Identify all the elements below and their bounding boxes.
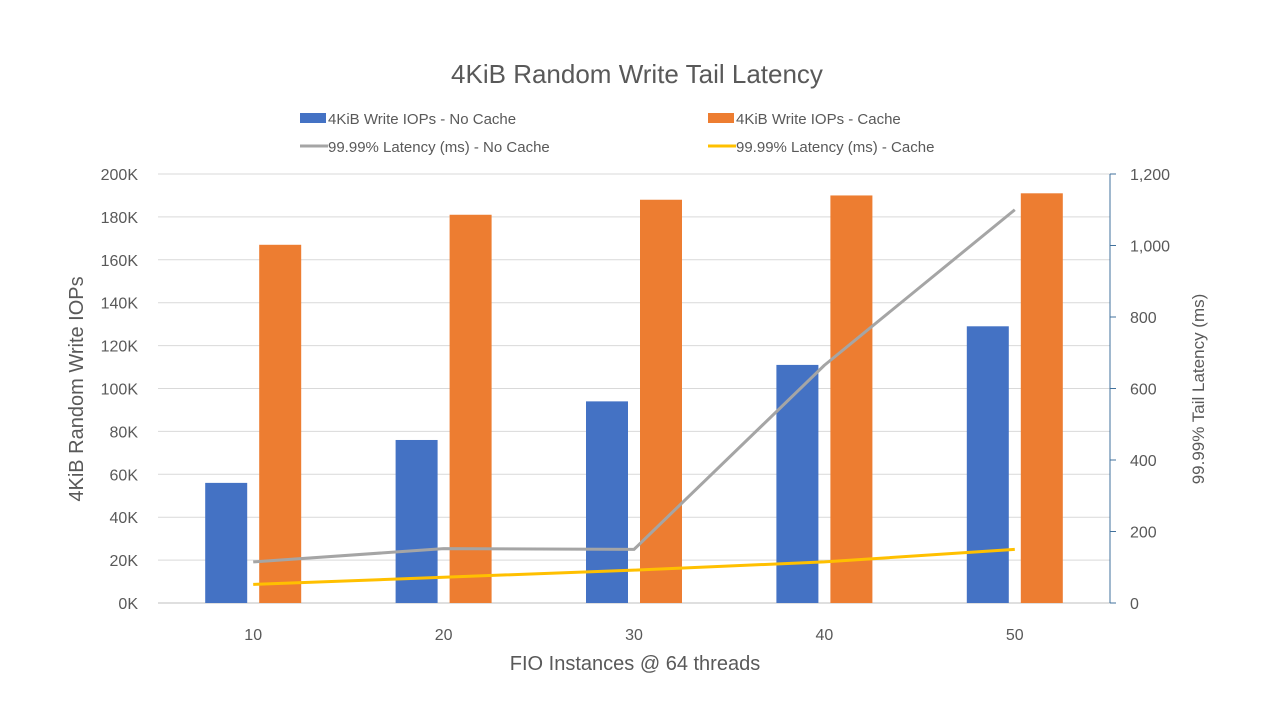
y2-axis-ticks: 0 200 400 600 800 1,000 1,200	[1109, 167, 1170, 613]
legend-label: 99.99% Latency (ms) - No Cache	[328, 139, 550, 156]
latency-line-cache	[253, 547, 1015, 586]
y-tick-label: 40K	[110, 510, 139, 527]
legend-label: 99.99% Latency (ms) - Cache	[736, 139, 934, 156]
y-tick-label: 60K	[110, 467, 139, 484]
y-tick-label: 180K	[101, 210, 139, 227]
x-axis-title: FIO Instances @ 64 threads	[510, 653, 760, 675]
y-tick-label: 160K	[101, 253, 139, 270]
bar-cache	[830, 195, 873, 603]
legend-label: 4KiB Write IOPs - No Cache	[328, 111, 516, 128]
y2-tick-label: 600	[1130, 382, 1157, 399]
legend-swatch	[708, 113, 734, 123]
y2-tick-label: 0	[1130, 596, 1139, 613]
x-tick-label: 50	[1006, 627, 1024, 644]
latency-line-no-cache	[253, 208, 1016, 564]
y-tick-label: 120K	[101, 339, 139, 356]
x-tick-label: 30	[625, 627, 643, 644]
y2-tick-label: 1,200	[1130, 167, 1170, 184]
bar-no-cache	[776, 364, 819, 603]
y-tick-label: 20K	[110, 553, 139, 570]
bar-no-cache	[395, 439, 438, 603]
y-tick-label: 80K	[110, 424, 139, 441]
bars	[205, 193, 1063, 604]
y2-tick-label: 800	[1130, 310, 1157, 327]
legend-swatch	[300, 113, 326, 123]
bar-no-cache	[205, 482, 248, 603]
gridlines	[158, 173, 1110, 604]
bar-cache	[449, 214, 492, 603]
y2-tick-label: 400	[1130, 453, 1157, 470]
x-axis-ticks: 10 20 30 40 50	[244, 627, 1023, 644]
x-tick-label: 20	[435, 627, 453, 644]
y-tick-label: 100K	[101, 382, 139, 399]
y2-axis-title: 99.99% Tail Latency (ms)	[1189, 294, 1208, 485]
y-axis-title: 4KiB Random Write IOPs	[66, 276, 88, 501]
latency-lines	[253, 208, 1016, 586]
y-tick-label: 200K	[101, 167, 139, 184]
y-tick-label: 140K	[101, 296, 139, 313]
legend: 4KiB Write IOPs - No Cache 4KiB Write IOP…	[300, 111, 934, 156]
y2-tick-label: 1,000	[1130, 239, 1170, 256]
bar-cache	[640, 199, 682, 604]
x-tick-label: 10	[244, 627, 262, 644]
y-tick-label: 0K	[118, 596, 138, 613]
bar-no-cache	[966, 326, 1009, 603]
x-tick-label: 40	[816, 627, 834, 644]
legend-label: 4KiB Write IOPs - Cache	[736, 111, 901, 128]
bar-cache	[259, 244, 302, 603]
bar-cache	[1020, 193, 1063, 603]
y-axis-ticks: 0K 20K 40K 60K 80K 100K 120K 140K 160K 180K 200K	[101, 167, 139, 613]
chart-title: 4KiB Random Write Tail Latency	[451, 59, 823, 89]
y2-tick-label: 200	[1130, 525, 1157, 542]
